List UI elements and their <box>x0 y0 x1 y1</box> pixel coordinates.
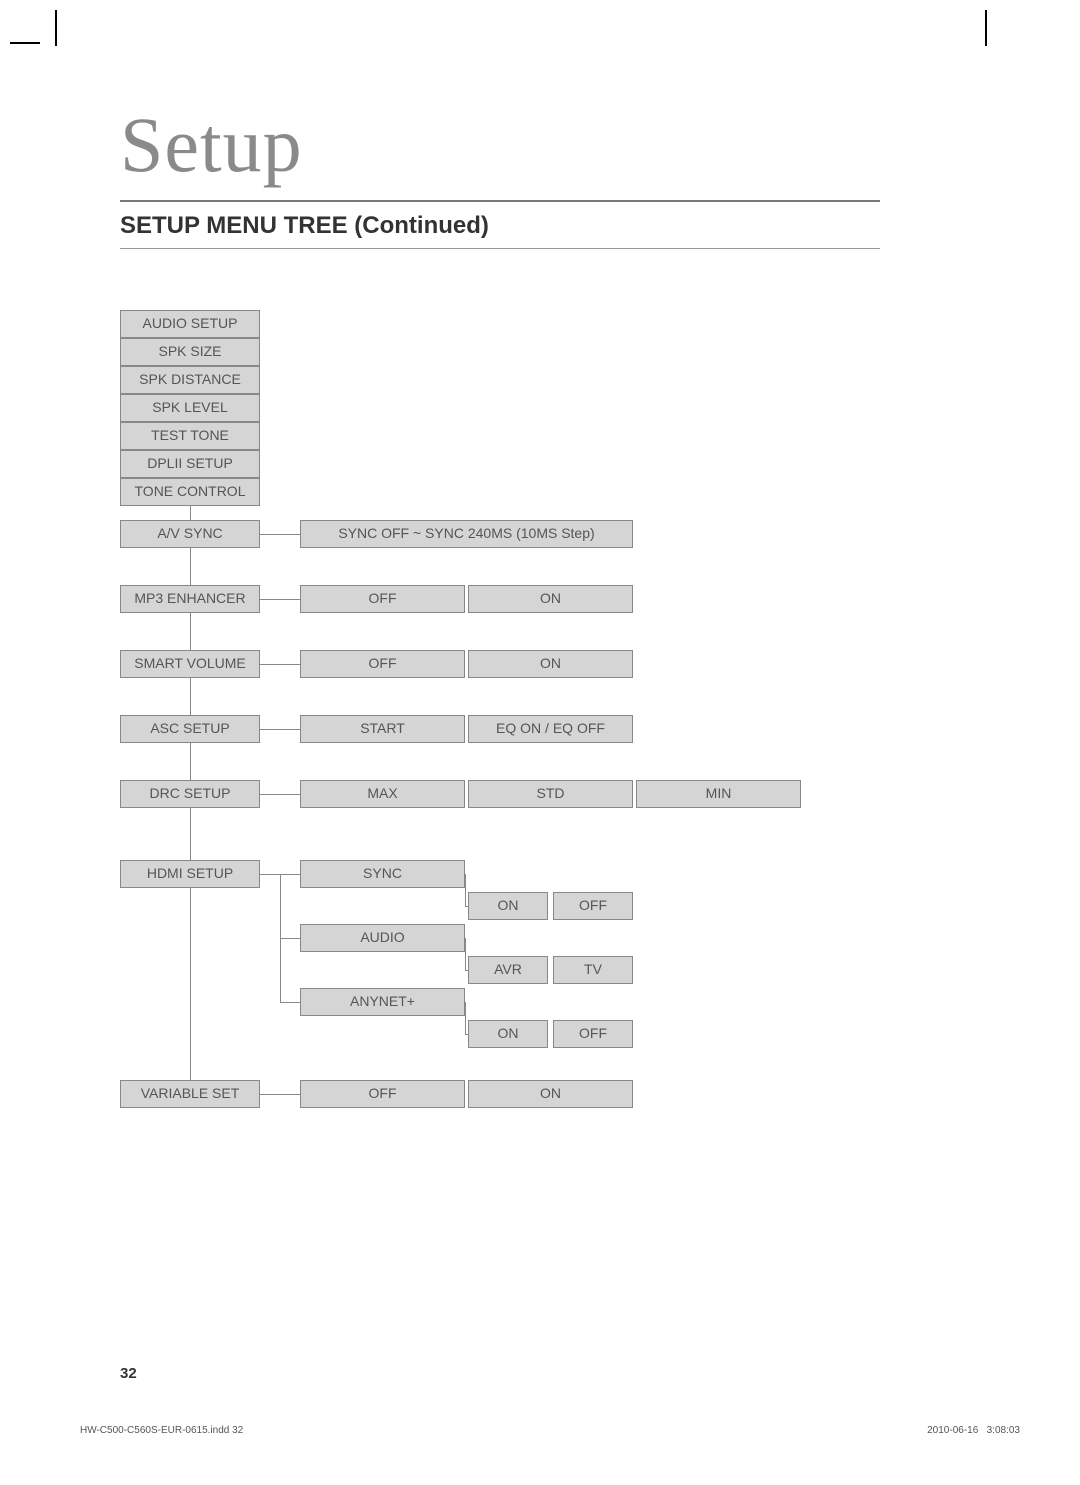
connector-line <box>260 1094 300 1095</box>
connector-line <box>260 534 300 535</box>
menu-box-hdmi-tv: TV <box>553 956 633 984</box>
menu-box-hdmi-setup: HDMI SETUP <box>120 860 260 888</box>
connector-line <box>260 664 300 665</box>
menu-box-spk-distance: SPK DISTANCE <box>120 366 260 394</box>
connector-line <box>260 874 280 875</box>
menu-box-audio-setup: AUDIO SETUP <box>120 310 260 338</box>
connector-line <box>280 938 300 939</box>
menu-box-drc-min: MIN <box>636 780 801 808</box>
menu-box-hdmi-sync: SYNC <box>300 860 465 888</box>
connector-line <box>465 1002 466 1034</box>
menu-box-hdmi-avr: AVR <box>468 956 548 984</box>
connector-line <box>280 1002 300 1003</box>
menu-box-drc-std: STD <box>468 780 633 808</box>
menu-box-hdmi-any-off: OFF <box>553 1020 633 1048</box>
menu-box-asc-eq: EQ ON / EQ OFF <box>468 715 633 743</box>
menu-box-av-sync-val: SYNC OFF ~ SYNC 240MS (10MS Step) <box>300 520 633 548</box>
menu-box-hdmi-audio: AUDIO <box>300 924 465 952</box>
menu-box-spk-level: SPK LEVEL <box>120 394 260 422</box>
connector-line <box>280 874 300 875</box>
menu-box-hdmi-anynet: ANYNET+ <box>300 988 465 1016</box>
connector-line <box>260 794 300 795</box>
menu-box-mp3-off: OFF <box>300 585 465 613</box>
menu-box-hdmi-sync-off: OFF <box>553 892 633 920</box>
menu-box-dplii-setup: DPLII SETUP <box>120 450 260 478</box>
menu-box-hdmi-sync-on: ON <box>468 892 548 920</box>
menu-box-drc-setup: DRC SETUP <box>120 780 260 808</box>
menu-tree-diagram: AUDIO SETUPSPK SIZESPK DISTANCESPK LEVEL… <box>120 310 920 1210</box>
connector-line <box>190 506 191 520</box>
menu-box-variable-set: VARIABLE SET <box>120 1080 260 1108</box>
menu-box-smart-vol: SMART VOLUME <box>120 650 260 678</box>
page-title: Setup <box>120 100 303 190</box>
footer-datetime: 2010-06-16 3:08:03 <box>927 1425 1020 1436</box>
menu-box-asc-start: START <box>300 715 465 743</box>
connector-line <box>260 599 300 600</box>
menu-box-vs-on: ON <box>468 1080 633 1108</box>
menu-box-sv-on: ON <box>468 650 633 678</box>
menu-box-hdmi-any-on: ON <box>468 1020 548 1048</box>
connector-line <box>465 938 466 970</box>
connector-line <box>260 729 300 730</box>
menu-box-sv-off: OFF <box>300 650 465 678</box>
menu-box-mp3-enh: MP3 ENHANCER <box>120 585 260 613</box>
menu-box-test-tone: TEST TONE <box>120 422 260 450</box>
page-number: 32 <box>120 1365 137 1382</box>
connector-line <box>465 874 466 906</box>
footer-filename: HW-C500-C560S-EUR-0615.indd 32 <box>80 1425 243 1436</box>
menu-box-asc-setup: ASC SETUP <box>120 715 260 743</box>
menu-box-tone-control: TONE CONTROL <box>120 478 260 506</box>
menu-box-drc-max: MAX <box>300 780 465 808</box>
menu-box-vs-off: OFF <box>300 1080 465 1108</box>
page-subtitle: SETUP MENU TREE (Continued) <box>120 212 489 240</box>
menu-box-av-sync: A/V SYNC <box>120 520 260 548</box>
menu-box-spk-size: SPK SIZE <box>120 338 260 366</box>
subtitle-rule <box>120 248 880 249</box>
menu-box-mp3-on: ON <box>468 585 633 613</box>
title-rule <box>120 200 880 202</box>
